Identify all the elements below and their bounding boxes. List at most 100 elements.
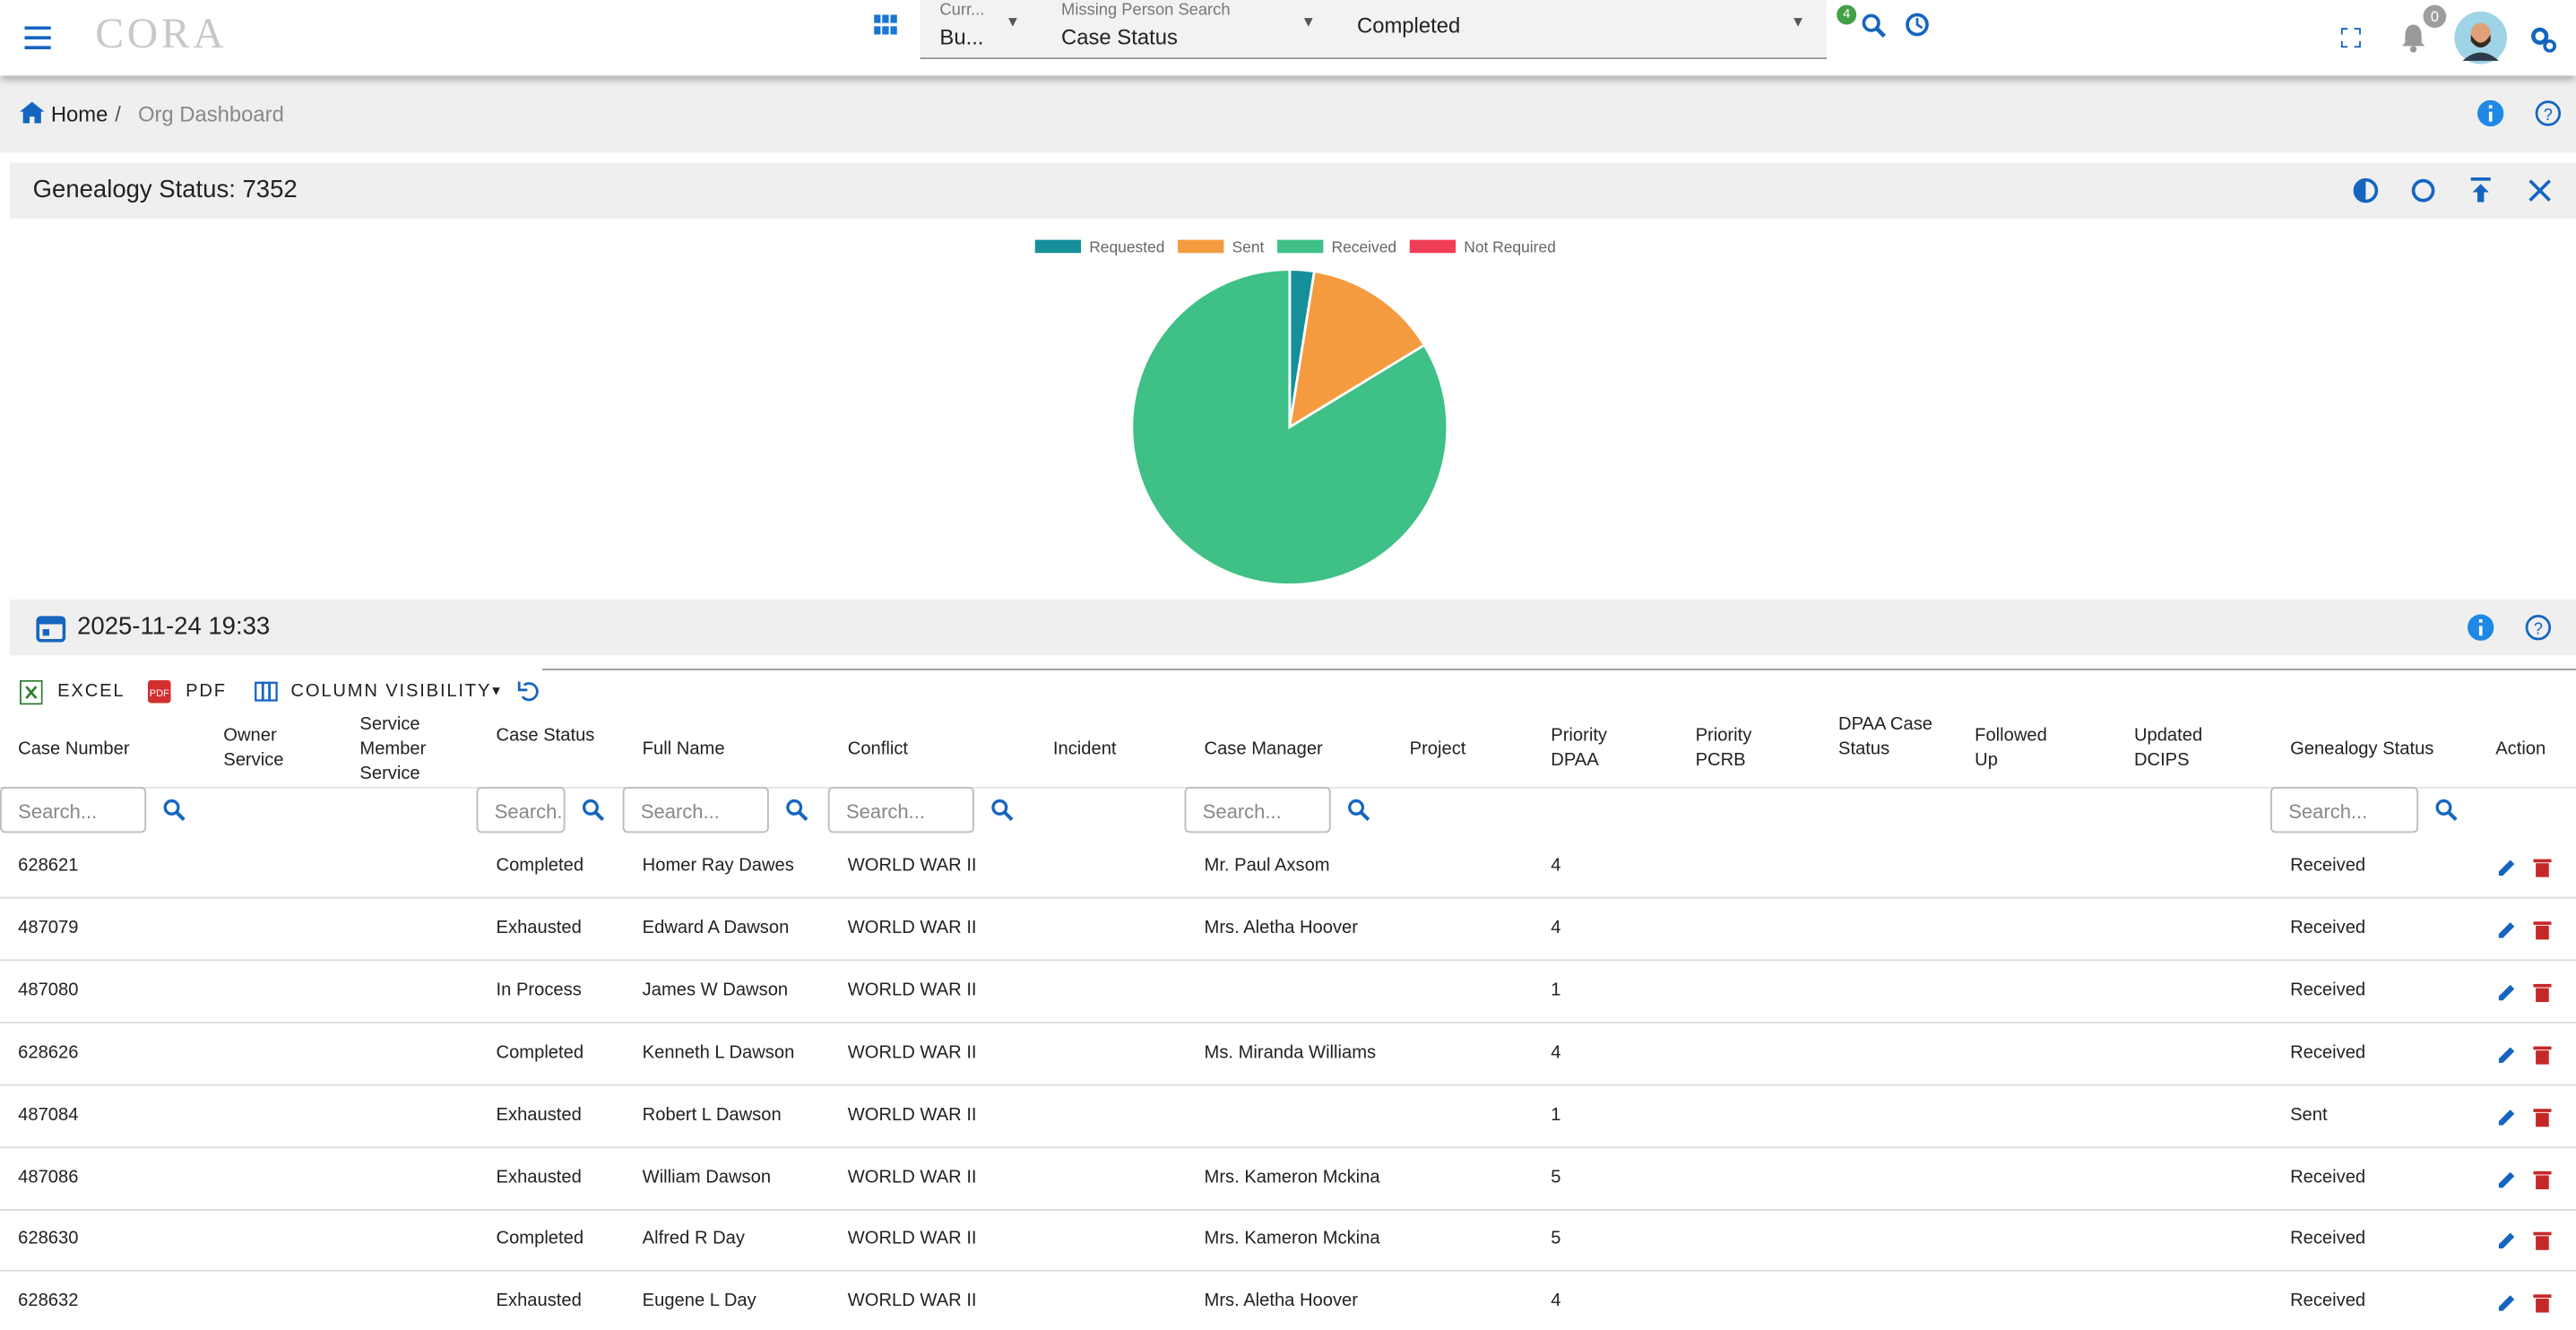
dropdown-arrow[interactable]: ▼ bbox=[1005, 13, 1021, 30]
row-divider bbox=[0, 896, 2576, 899]
search-input[interactable]: Search... bbox=[0, 786, 147, 833]
dropdown-arrow[interactable]: ▼ bbox=[1790, 13, 1806, 30]
column-header[interactable]: Case Status bbox=[496, 726, 595, 747]
table-cell: 628626 bbox=[18, 1042, 79, 1063]
edit-icon[interactable] bbox=[2497, 1042, 2517, 1063]
column-header[interactable]: Priority DPAA bbox=[1551, 726, 1608, 771]
column-icon[interactable] bbox=[255, 681, 278, 702]
info-icon[interactable] bbox=[2468, 614, 2494, 641]
edit-icon[interactable] bbox=[2497, 1105, 2517, 1125]
search-icon[interactable] bbox=[162, 799, 186, 822]
table-cell: WORLD WAR II bbox=[847, 1167, 977, 1188]
settings-icon[interactable] bbox=[2530, 26, 2557, 53]
edit-icon[interactable] bbox=[2497, 856, 2517, 876]
contrast-icon[interactable] bbox=[2353, 177, 2379, 203]
history-icon[interactable] bbox=[1904, 12, 1930, 38]
dropdown-arrow[interactable]: ▼ bbox=[489, 683, 503, 698]
search-input[interactable]: Search... bbox=[622, 786, 769, 833]
delete-icon[interactable] bbox=[2533, 918, 2552, 940]
home-icon[interactable] bbox=[19, 101, 45, 124]
search-bar[interactable] bbox=[920, 0, 1828, 59]
legend-label: Not Required bbox=[1464, 238, 1556, 255]
column-header[interactable]: Full Name bbox=[642, 738, 725, 758]
table-cell: 487086 bbox=[18, 1167, 79, 1188]
edit-icon[interactable] bbox=[2497, 980, 2517, 1000]
delete-icon[interactable] bbox=[2533, 1291, 2552, 1314]
column-header[interactable]: Priority PCRB bbox=[1695, 726, 1752, 771]
legend-label: Sent bbox=[1232, 238, 1265, 255]
pdf-button[interactable]: PDF bbox=[186, 681, 227, 702]
delete-icon[interactable] bbox=[2533, 980, 2552, 1002]
search-input[interactable]: Search... bbox=[1184, 786, 1331, 833]
search-icon[interactable] bbox=[1347, 799, 1370, 822]
avatar[interactable] bbox=[2454, 11, 2508, 65]
column-header[interactable]: DPAA Case Status bbox=[1838, 713, 1933, 758]
column-visibility-button[interactable]: COLUMN VISIBILITY bbox=[290, 681, 492, 702]
calendar-icon[interactable] bbox=[36, 613, 66, 643]
divider bbox=[541, 668, 2576, 670]
help-icon[interactable]: ? bbox=[2535, 100, 2562, 126]
column-header[interactable]: Action bbox=[2495, 738, 2546, 758]
search-icon[interactable] bbox=[785, 799, 808, 822]
column-header[interactable]: Updated DCIPS bbox=[2133, 726, 2203, 771]
legend-swatch bbox=[1277, 239, 1324, 254]
grid-icon[interactable] bbox=[874, 14, 898, 36]
table-cell: Received bbox=[2290, 855, 2366, 876]
fullscreen-icon[interactable] bbox=[2340, 28, 2361, 48]
pdf-icon[interactable]: PDF bbox=[147, 679, 171, 704]
search-input[interactable]: Search... bbox=[476, 786, 566, 833]
row-divider bbox=[0, 1208, 2576, 1210]
delete-icon[interactable] bbox=[2533, 856, 2552, 877]
close-icon[interactable] bbox=[2528, 179, 2552, 203]
search-icon[interactable] bbox=[1862, 13, 1888, 39]
search-input[interactable]: Search... bbox=[827, 786, 974, 833]
column-header[interactable]: Followed Up bbox=[1975, 726, 2047, 771]
table-cell: 487080 bbox=[18, 980, 79, 1000]
edit-icon[interactable] bbox=[2497, 1230, 2517, 1249]
column-header[interactable]: Genealogy Status bbox=[2290, 738, 2434, 758]
search-field[interactable]: Case Status bbox=[1061, 24, 1178, 49]
edit-icon[interactable] bbox=[2497, 918, 2517, 938]
column-header[interactable]: Service Member Service bbox=[359, 713, 427, 783]
bell-icon[interactable] bbox=[2399, 23, 2428, 53]
current-value[interactable]: Bu... bbox=[939, 24, 984, 49]
column-header[interactable]: Case Manager bbox=[1204, 738, 1323, 758]
excel-icon[interactable] bbox=[19, 679, 43, 705]
edit-icon[interactable] bbox=[2497, 1291, 2517, 1312]
column-header[interactable]: Conflict bbox=[847, 738, 909, 758]
refresh-icon[interactable] bbox=[2410, 177, 2436, 203]
table-cell: Received bbox=[2290, 1042, 2366, 1063]
table-cell: Completed bbox=[496, 1042, 584, 1063]
reset-icon[interactable] bbox=[517, 680, 540, 704]
dropdown-arrow[interactable]: ▼ bbox=[1301, 13, 1317, 30]
column-header[interactable]: Incident bbox=[1052, 738, 1117, 758]
table-panel-header: 2025-11-24 19:33 ? bbox=[9, 600, 2576, 656]
delete-icon[interactable] bbox=[2533, 1230, 2552, 1251]
table-cell: Received bbox=[2290, 1291, 2366, 1312]
search-icon[interactable] bbox=[2434, 799, 2458, 822]
search-input[interactable]: Search... bbox=[2270, 786, 2419, 833]
info-icon[interactable] bbox=[2477, 99, 2504, 127]
search-icon[interactable] bbox=[990, 799, 1014, 822]
delete-icon[interactable] bbox=[2533, 1167, 2552, 1189]
column-header[interactable]: Owner Service bbox=[223, 726, 284, 771]
row-divider bbox=[0, 1021, 2576, 1023]
breadcrumb-home[interactable]: Home bbox=[50, 101, 108, 127]
legend-label: Requested bbox=[1089, 238, 1164, 255]
delete-icon[interactable] bbox=[2533, 1042, 2552, 1065]
breadcrumb-separator: / bbox=[115, 101, 121, 127]
table-cell: Homer Ray Dawes bbox=[642, 855, 794, 876]
column-header[interactable]: Case Number bbox=[18, 738, 130, 758]
breadcrumb-current: Org Dashboard bbox=[137, 101, 284, 127]
search-icon[interactable] bbox=[582, 799, 605, 822]
excel-button[interactable]: EXCEL bbox=[57, 681, 125, 702]
table-cell: Kenneth L Dawson bbox=[642, 1042, 795, 1063]
collapse-icon[interactable] bbox=[2468, 177, 2494, 203]
edit-icon[interactable] bbox=[2497, 1167, 2517, 1188]
column-header[interactable]: Project bbox=[1409, 738, 1466, 758]
delete-icon[interactable] bbox=[2533, 1105, 2552, 1127]
help-icon[interactable]: ? bbox=[2525, 614, 2552, 641]
search-value[interactable]: Completed bbox=[1356, 13, 1461, 39]
table-cell: Received bbox=[2290, 1167, 2366, 1188]
menu-icon[interactable] bbox=[24, 26, 51, 49]
